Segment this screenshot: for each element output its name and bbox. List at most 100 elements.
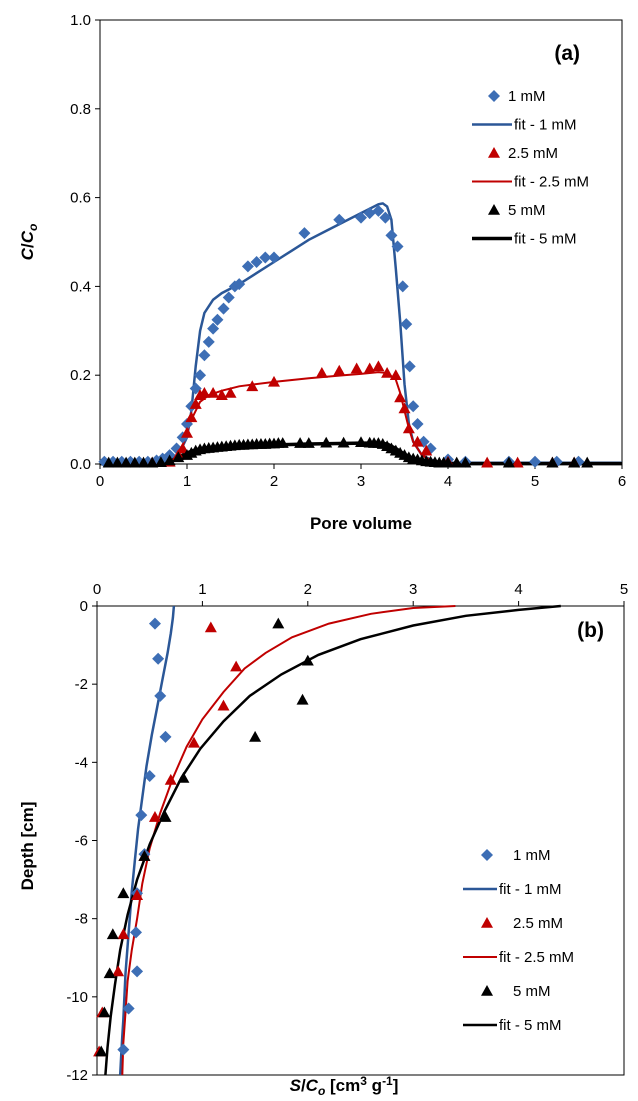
panel-a-data-point [568,456,581,468]
panel-a-data-point [198,349,211,362]
panel-a-y-tick-label: 0.6 [70,190,91,207]
panel-a-data-point [224,386,237,398]
panel-a-data-point [394,391,407,403]
panel-a-y-tick-label: 0.0 [70,456,91,473]
panel-a-data-point [363,207,376,220]
panel-b-data-point [131,889,144,901]
panel-a-legend-marker [488,147,500,158]
panel-a-data-point [259,251,272,264]
panel-a-data-point [442,456,454,468]
panel-a-data-point [246,380,259,392]
panel-a-x-tick-label: 6 [618,473,626,490]
panel-a: 0 1 2 3 4 5 6 0.0 0.2 0.4 0.6 0.8 1.0 (a) Pore volum… [18,12,626,533]
panel-b-series-line [118,605,176,1076]
panel-b-data-point [187,736,200,748]
panel-b-data-point [117,1043,130,1056]
panel-a-data-point [581,456,594,468]
panel-b-data-point [106,928,119,940]
panel-a-data-point [379,211,392,224]
panel-a-data-point [302,437,315,448]
panel-a-data-point [111,456,124,468]
panel-b-data-point [98,1006,111,1018]
panel-b-legend-label: fit - 5 mM [499,1017,562,1034]
panel-a-x-tick-label: 4 [444,473,452,490]
panel-b-y-tick-label: -6 [75,833,88,850]
panel-b-legend-label: 5 mM [513,983,551,1000]
panel-a-x-tick-label: 0 [96,473,104,490]
panel-a-data-point [276,437,289,448]
panel-b-y-tick-label: -8 [75,911,88,928]
panel-a-legend-label: fit - 5 mM [514,231,577,248]
panel-a-data-point [194,369,207,382]
panel-a-data-point [120,456,133,468]
panel-a-data-point [372,204,385,217]
panel-a-legend-label: fit - 1 mM [514,117,577,134]
panel-a-legend-label: 5 mM [508,202,546,219]
panel-a-data-point [450,456,463,468]
panel-a-data-point [363,362,376,374]
panel-a-data-point [241,260,254,273]
panel-b-data-point [148,617,161,630]
panel-a-data-point [320,436,333,448]
panel-b-legend-marker [481,917,493,928]
panel-b-x-tick-label: 3 [409,581,417,598]
panel-a-data-point [400,318,413,331]
panel-a-data-point [355,436,367,448]
panel-b-data-point [177,771,190,783]
panel-a-data-point [189,382,202,395]
panel-a-legend: 1 mM fit - 1 mM 2.5 mM fit - 2.5 mM 5 mM fit … [472,88,589,248]
panel-a-data-point [411,435,424,447]
panel-a-data-point [154,456,167,468]
panel-b-y-axis-label: Depth [cm] [18,802,37,891]
panel-a-data-point [481,456,494,468]
panel-b-data-point [138,850,151,861]
panel-b-data-point [204,621,217,633]
panel-b-y-tick-label: 0 [80,598,88,615]
panel-a-y-tick-label: 0.8 [70,101,91,118]
panel-a-x-tick-label: 5 [531,473,539,490]
panel-b-y-tick-label: -12 [66,1067,88,1084]
panel-b-plot: 0 1 2 3 4 5 0 -2 -4 -6 -8 -10 -12 [66,581,628,1084]
panel-a-data-point [529,455,541,468]
panel-a-y-tick-label: 0.2 [70,367,91,384]
panel-b-x-tick-label: 1 [198,581,206,598]
panel-a-data-point [215,389,228,400]
panel-a-legend-marker [488,90,500,102]
panel-b-y-tick-label: -10 [66,989,88,1006]
panel-a-x-tick-label: 3 [357,473,365,490]
panel-a-data-point [202,335,215,348]
panel-a-data-point [137,456,150,468]
panel-a-data-point [337,436,350,448]
panel-b-x-tick-label: 5 [620,581,628,598]
panel-a-data-point [176,442,189,454]
panel-a-data-point [181,426,193,438]
panel-b-data-point [296,693,309,705]
panel-a-y-axis-label: C/Co [18,224,40,261]
panel-a-data-point [102,456,115,468]
panel-a-data-point [268,375,280,387]
panel-b-data-point [217,699,230,711]
panel-a-data-point [546,456,559,468]
panel-b-data-point [112,965,125,977]
panel-a-y-tick-label: 1.0 [70,12,91,29]
panel-b-data-point [135,809,148,822]
panel-a-data-point [128,456,141,468]
panel-b-data-point [143,770,156,783]
panel-b-legend-marker [481,849,493,861]
panel-a-data-point [350,362,363,374]
panel-b-data-point [159,730,172,743]
panel-a-data-point [407,400,420,413]
panel-b-data-point [131,965,144,978]
panel-a-data-point [355,211,367,224]
panel-a-data-point [163,454,176,466]
panel-a-data-point [511,456,524,468]
panel-b-series-line [104,604,561,1076]
panel-b-data-point [272,617,285,629]
panel-b-legend-label: fit - 1 mM [499,881,562,898]
panel-a-data-point [391,240,404,253]
panel-a-legend-label: fit - 2.5 mM [514,174,589,191]
panel-b-legend-marker [481,985,493,996]
panel-a-data-point [250,255,263,268]
panel-b-data-point [301,654,314,666]
panel-a-data-point [207,386,220,398]
